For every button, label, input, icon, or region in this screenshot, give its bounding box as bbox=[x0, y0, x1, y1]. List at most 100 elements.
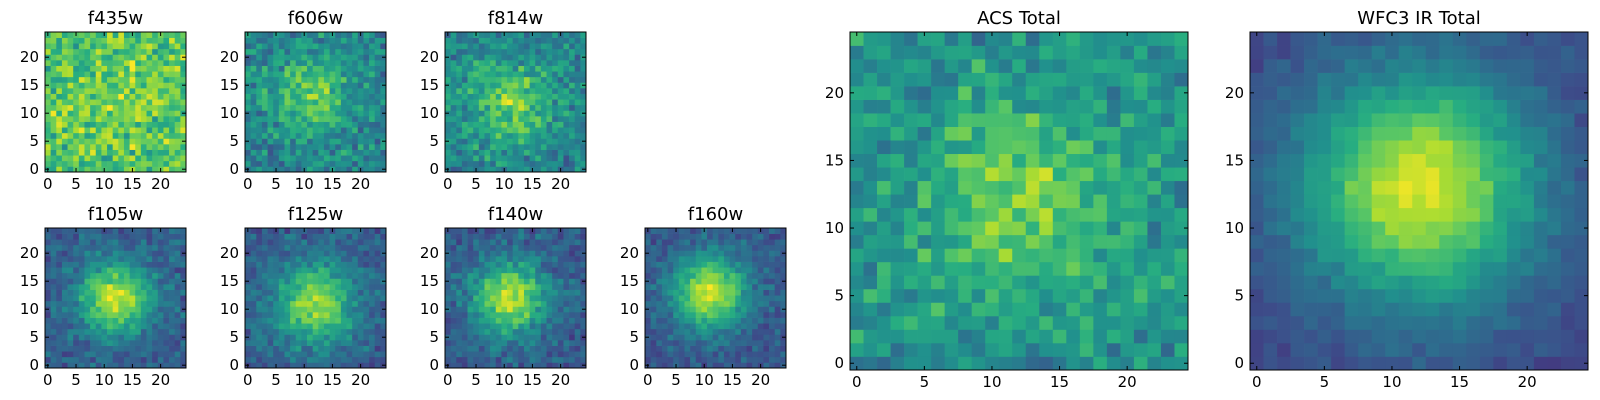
heatmap-cell bbox=[329, 155, 336, 162]
heatmap-cell bbox=[763, 356, 770, 363]
heatmap-cell bbox=[312, 99, 319, 106]
heatmap-cell bbox=[467, 60, 474, 66]
heatmap-cell bbox=[152, 93, 159, 100]
heatmap-cell bbox=[267, 239, 274, 246]
heatmap-cell bbox=[495, 295, 502, 302]
heatmap-cell bbox=[278, 317, 285, 324]
heatmap-cell bbox=[312, 116, 319, 122]
heatmap-cell bbox=[301, 121, 308, 128]
heatmap-cell bbox=[757, 340, 764, 346]
heatmap-cell bbox=[467, 250, 474, 257]
heatmap-cell bbox=[129, 60, 136, 66]
heatmap-cell bbox=[445, 48, 451, 55]
heatmap-cell bbox=[50, 289, 57, 296]
heatmap-cell bbox=[507, 88, 514, 94]
x-tick-label: 20 bbox=[551, 371, 570, 389]
heatmap-cell bbox=[850, 194, 864, 209]
heatmap-cell bbox=[273, 104, 280, 111]
heatmap-cell bbox=[256, 88, 263, 94]
heatmap-cell bbox=[718, 228, 725, 234]
heatmap-cell bbox=[101, 48, 108, 55]
heatmap-cell bbox=[157, 328, 164, 335]
heatmap-cell bbox=[73, 99, 80, 106]
heatmap-cell bbox=[557, 138, 564, 145]
heatmap-cell bbox=[523, 228, 530, 234]
heatmap-cell bbox=[261, 54, 268, 61]
heatmap-cell bbox=[1066, 167, 1081, 182]
heatmap-cell bbox=[123, 104, 130, 111]
heatmap-cell bbox=[478, 356, 485, 363]
heatmap-cell bbox=[673, 300, 680, 307]
heatmap-cell bbox=[284, 244, 291, 251]
heatmap-cell bbox=[369, 110, 376, 117]
heatmap-cell bbox=[535, 323, 542, 330]
heatmap-cell bbox=[507, 37, 514, 44]
heatmap-cell bbox=[290, 228, 297, 234]
heatmap-cell bbox=[50, 110, 57, 117]
heatmap-cell bbox=[346, 328, 353, 335]
heatmap-cell bbox=[684, 278, 691, 285]
heatmap-cell bbox=[484, 278, 491, 285]
heatmap-cell bbox=[152, 104, 159, 111]
plot-frame bbox=[444, 31, 587, 173]
heatmap-cell bbox=[535, 144, 542, 150]
heatmap-cell bbox=[123, 278, 130, 285]
heatmap-cell bbox=[580, 60, 587, 66]
heatmap-cell bbox=[569, 278, 576, 285]
heatmap-cell bbox=[518, 132, 525, 139]
heatmap-cell bbox=[971, 329, 986, 344]
heatmap-cell bbox=[673, 244, 680, 251]
heatmap-cell bbox=[180, 323, 187, 330]
heatmap-cell bbox=[278, 149, 285, 156]
heatmap-cell bbox=[752, 295, 759, 302]
heatmap-cell bbox=[284, 351, 291, 358]
heatmap-cell bbox=[580, 48, 587, 55]
heatmap-cell bbox=[73, 328, 80, 335]
heatmap-cell bbox=[118, 149, 125, 156]
heatmap-cell bbox=[998, 194, 1013, 209]
heatmap-cell bbox=[495, 340, 502, 346]
heatmap-cell bbox=[563, 340, 570, 346]
heatmap-cell bbox=[569, 132, 576, 139]
heatmap-cell bbox=[580, 256, 587, 262]
heatmap-cell bbox=[740, 351, 747, 358]
heatmap-cell bbox=[363, 155, 370, 162]
heatmap-cell bbox=[101, 82, 108, 89]
heatmap-cell bbox=[563, 121, 570, 128]
heatmap-cell bbox=[318, 43, 325, 50]
heatmap-cell bbox=[329, 104, 336, 111]
heatmap-cell bbox=[1079, 194, 1094, 209]
heatmap-cell bbox=[369, 88, 376, 94]
heatmap-cell bbox=[267, 88, 274, 94]
heatmap-cell bbox=[769, 334, 776, 341]
heatmap-cell bbox=[357, 104, 364, 111]
heatmap-cell bbox=[340, 323, 347, 330]
heatmap-cell bbox=[740, 289, 747, 296]
heatmap-cell bbox=[374, 32, 381, 38]
heatmap-cell bbox=[123, 261, 130, 268]
heatmap-cell bbox=[250, 60, 257, 66]
heatmap-cell bbox=[678, 328, 685, 335]
heatmap-cell bbox=[904, 194, 918, 209]
heatmap-cell bbox=[746, 228, 753, 234]
heatmap-cell bbox=[369, 250, 376, 257]
heatmap-cell bbox=[574, 228, 581, 234]
heatmap-cell bbox=[278, 278, 285, 285]
heatmap-cell bbox=[495, 278, 502, 285]
heatmap-cell bbox=[261, 295, 268, 302]
heatmap-cell bbox=[95, 312, 102, 318]
heatmap-cell bbox=[580, 267, 587, 274]
heatmap-cell bbox=[307, 155, 314, 162]
heatmap-cell bbox=[478, 65, 485, 72]
heatmap-cell bbox=[1147, 248, 1162, 263]
heatmap-cell bbox=[123, 76, 130, 83]
heatmap-cell bbox=[61, 144, 68, 150]
heatmap-cell bbox=[507, 138, 514, 145]
heatmap-cell bbox=[329, 43, 336, 50]
heatmap-cell bbox=[467, 351, 474, 358]
heatmap-cell bbox=[45, 317, 51, 324]
heatmap-cell bbox=[495, 76, 502, 83]
heatmap-cell bbox=[50, 93, 57, 100]
heatmap-cell bbox=[245, 104, 251, 111]
heatmap-cell bbox=[301, 138, 308, 145]
